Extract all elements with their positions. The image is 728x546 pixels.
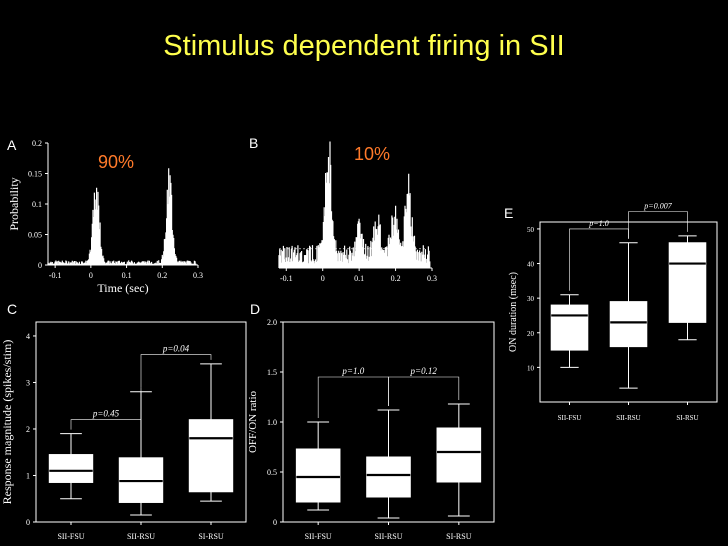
y-tick-label: 0: [38, 261, 42, 270]
pvalue-label: p=1.0: [341, 366, 364, 376]
y-tick-label: 50: [527, 226, 535, 234]
category-label: SII-RSU: [127, 532, 155, 541]
pvalue-label: p=1.0: [588, 219, 608, 228]
x-tick-label: -0.1: [49, 271, 62, 280]
category-label: SI-RSU: [676, 414, 698, 422]
x-tick-label: 0.2: [157, 271, 167, 280]
box: [668, 242, 707, 323]
category-label: SII-FSU: [305, 532, 332, 541]
y-tick-label: 40: [527, 261, 535, 269]
panel-letter-d: D: [250, 301, 260, 317]
category-label: SII-RSU: [374, 532, 402, 541]
y-axis-label: ON duration (msec): [508, 272, 519, 352]
y-tick-label: 10: [527, 364, 535, 372]
y-axis-label: Probability: [7, 177, 21, 230]
pvalue-label: p=0.007: [643, 202, 672, 211]
x-axis-label: Time (sec): [97, 281, 148, 295]
y-tick-label: 30: [527, 295, 535, 303]
y-tick-label: 0: [26, 518, 30, 527]
y-tick-label: 2: [26, 425, 30, 434]
box: [436, 427, 482, 483]
panel-letter-c: C: [7, 301, 17, 317]
y-tick-label: 0.15: [28, 170, 42, 179]
pvalue-label: p=0.04: [162, 344, 190, 354]
y-tick-label: 0.5: [267, 468, 277, 477]
y-tick-label: 0.05: [28, 231, 42, 240]
y-tick-label: 4: [26, 332, 30, 341]
y-axis-label: OFF/ON ratio: [247, 390, 259, 453]
y-tick-label: 0.2: [32, 139, 42, 148]
y-tick-label: 1.5: [267, 368, 277, 377]
annotation-90-percent: 90%: [98, 152, 134, 172]
pvalue-bracket: [388, 376, 460, 406]
y-tick-label: 20: [527, 330, 535, 338]
category-label: SII-RSU: [616, 414, 641, 422]
pvalue-label: p=0.12: [410, 366, 438, 376]
x-tick-label: 0.3: [427, 274, 437, 283]
pvalue-bracket: [628, 211, 688, 239]
box: [550, 304, 589, 351]
box: [295, 448, 341, 503]
box: [609, 301, 648, 348]
category-label: SI-RSU: [198, 532, 224, 541]
box: [48, 454, 94, 483]
y-tick-label: 1.0: [267, 418, 277, 427]
panel-letter-e: E: [504, 205, 513, 221]
histogram-bars: [47, 168, 197, 265]
panel-letter-b: B: [249, 135, 258, 151]
x-tick-label: 0: [321, 274, 325, 283]
category-label: SI-RSU: [446, 532, 472, 541]
x-tick-label: 0.1: [354, 274, 364, 283]
category-label: SII-FSU: [57, 532, 84, 541]
y-axis-label: Response magnitude (spikes/stim): [0, 340, 14, 505]
y-tick-label: 0.1: [32, 200, 42, 209]
x-tick-label: 0.1: [122, 271, 132, 280]
box: [366, 456, 411, 498]
category-label: SII-FSU: [558, 414, 582, 422]
x-tick-label: 0.3: [193, 271, 203, 280]
x-tick-label: 0.2: [391, 274, 401, 283]
y-tick-label: 0: [273, 518, 277, 527]
pvalue-bracket: [70, 387, 142, 430]
histogram-bars: [278, 141, 431, 268]
box: [188, 419, 234, 493]
x-tick-label: -0.1: [280, 274, 293, 283]
y-tick-label: 3: [26, 378, 30, 387]
pvalue-label: p=0.45: [92, 409, 120, 419]
pvalue-bracket: [140, 354, 212, 388]
slide-title: Stimulus dependent firing in SII: [163, 30, 565, 62]
y-tick-label: 2.0: [267, 318, 277, 327]
y-tick-label: 1: [26, 471, 30, 480]
annotation-10-percent: 10%: [354, 144, 390, 164]
panel-letter-a: A: [7, 137, 17, 153]
x-tick-label: 0: [89, 271, 93, 280]
